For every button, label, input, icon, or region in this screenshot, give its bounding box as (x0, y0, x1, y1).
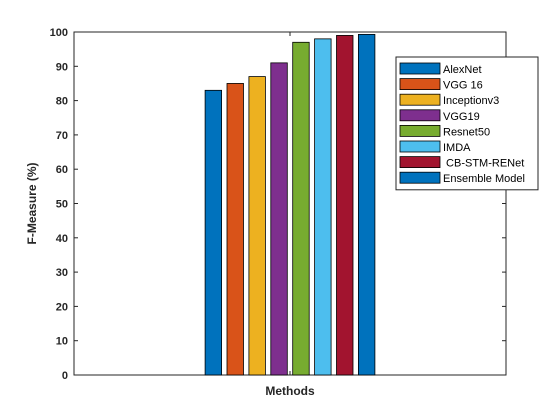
legend-items: AlexNet VGG 16 Inceptionv3 VGG19 Resnet50 IMD… (399, 62, 525, 185)
legend-label: Resnet50 (443, 126, 490, 138)
y-axis-title: F-Measure (%) (25, 162, 39, 244)
legend-swatch (399, 171, 441, 184)
y-tick-label: 100 (50, 27, 68, 39)
bar-ensemble-model (357, 34, 376, 376)
legend-label: AlexNet (443, 64, 482, 76)
y-tick-label: 70 (56, 130, 68, 142)
legend-swatch (399, 109, 441, 122)
legend-label: VGG 16 (443, 80, 483, 92)
legend-box (395, 56, 539, 191)
bar-cb-stm-renet (336, 35, 354, 376)
y-tick-label: 90 (56, 61, 68, 73)
y-tick-label: 0 (62, 370, 68, 382)
bar-inceptionv3 (248, 76, 266, 376)
x-axis-title: Methods (265, 384, 315, 398)
y-tick-label: 80 (56, 96, 68, 108)
y-tick-label: 40 (56, 233, 68, 245)
y-tick-label: 50 (56, 199, 68, 211)
y-tick-label: 20 (56, 301, 68, 313)
legend-swatch (399, 125, 441, 137)
legend-label: Inceptionv3 (443, 95, 499, 107)
bar-imda (314, 38, 332, 376)
bar-vgg-16 (226, 83, 244, 376)
y-tick-label: 30 (56, 267, 68, 279)
legend-swatch (399, 78, 441, 90)
bar-alexnet (204, 89, 223, 376)
y-tick-label: 60 (56, 164, 68, 176)
bar-resnet50 (292, 41, 310, 376)
legend-swatch (399, 156, 441, 169)
y-axis-ticks: 0 10 20 30 40 50 60 70 80 90 100 (50, 27, 506, 382)
legend-label: Ensemble Model (443, 173, 525, 185)
legend: AlexNet VGG 16 Inceptionv3 VGG19 Resnet50 IMD… (395, 56, 539, 191)
legend-label: IMDA (443, 142, 471, 154)
bars (204, 34, 376, 376)
legend-swatch (399, 62, 441, 75)
y-tick-label: 10 (56, 336, 68, 348)
legend-label: VGG19 (443, 111, 480, 123)
bar-vgg19 (270, 62, 288, 376)
legend-swatch (399, 93, 441, 106)
legend-swatch (399, 140, 441, 153)
legend-label: CB-STM-RENet (443, 158, 524, 170)
